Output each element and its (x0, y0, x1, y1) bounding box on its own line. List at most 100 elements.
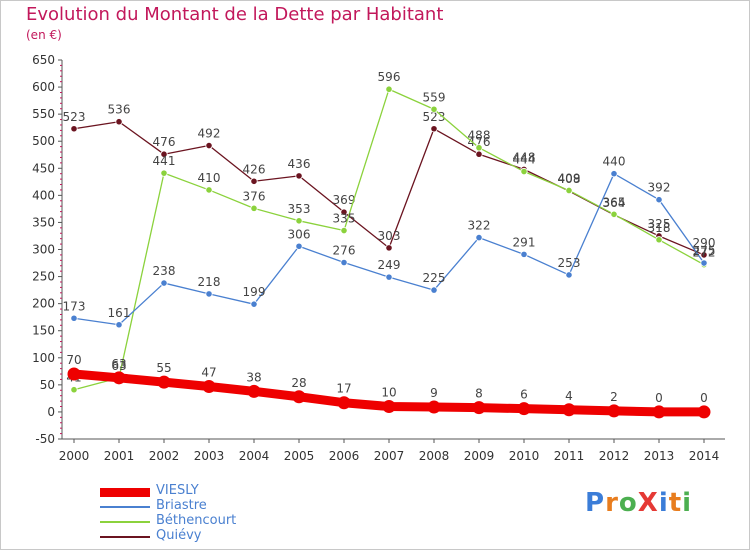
data-point (472, 401, 486, 415)
data-point (430, 286, 438, 294)
legend-label: Quiévy (156, 528, 202, 543)
data-point (340, 208, 348, 216)
logo-letter: t (668, 488, 683, 518)
data-label: 8 (475, 387, 483, 401)
data-label: 10 (381, 386, 396, 400)
data-label: 28 (291, 376, 306, 390)
data-point (652, 405, 666, 419)
data-label: 249 (378, 258, 401, 272)
x-tick-label: 2014 (689, 449, 720, 463)
x-tick-label: 2011 (554, 449, 585, 463)
y-tick-label: 300 (32, 243, 55, 257)
data-label: 476 (468, 135, 491, 149)
legend-label: VIESLY (156, 483, 199, 498)
data-point (697, 405, 711, 419)
x-tick-label: 2004 (239, 449, 270, 463)
data-label: 325 (648, 217, 671, 231)
chart-title: Evolution du Montant de la Dette par Hab… (26, 4, 444, 25)
data-point (205, 290, 213, 298)
x-tick-label: 2012 (599, 449, 630, 463)
y-tick-label: 150 (32, 324, 55, 338)
y-tick-label: 0 (47, 405, 55, 419)
data-point (250, 300, 258, 308)
data-label: 426 (243, 162, 266, 176)
data-label: 409 (558, 171, 581, 185)
data-point (160, 150, 168, 158)
data-point (70, 386, 78, 394)
data-label: 0 (700, 391, 708, 405)
data-label: 318 (648, 221, 671, 235)
y-tick-label: 450 (32, 161, 55, 175)
data-point (430, 125, 438, 133)
data-point (655, 196, 663, 204)
y-tick-label: 100 (32, 351, 55, 365)
data-point (475, 150, 483, 158)
data-label: 290 (693, 236, 716, 250)
data-label: 161 (108, 306, 131, 320)
data-label: 335 (333, 212, 356, 226)
data-point (340, 258, 348, 267)
logo-letter: r (605, 488, 619, 518)
data-label: 9 (430, 386, 438, 400)
data-label: 488 (468, 129, 491, 143)
data-label: 596 (378, 70, 401, 84)
data-point (115, 321, 123, 329)
data-point (70, 314, 78, 322)
data-label: 365 (603, 195, 626, 209)
data-label: 2 (610, 390, 618, 404)
data-point (565, 186, 573, 195)
data-label: 369 (333, 193, 356, 207)
data-label: 440 (603, 155, 626, 169)
data-point (160, 169, 168, 177)
data-point (247, 384, 261, 398)
data-point (67, 367, 81, 381)
legend-label: Briastre (156, 498, 207, 513)
data-label: 63 (111, 359, 126, 373)
y-tick-label: 350 (32, 215, 55, 229)
data-point (250, 204, 258, 212)
data-point (610, 170, 618, 178)
data-point (115, 118, 123, 126)
data-label: 225 (423, 271, 446, 285)
data-label: 306 (288, 227, 311, 241)
y-tick-label: 500 (32, 134, 55, 148)
data-label: 353 (288, 202, 311, 216)
data-label: 559 (423, 90, 446, 104)
data-point (607, 404, 621, 418)
data-label: 392 (648, 181, 671, 195)
y-tick-label: 400 (32, 188, 55, 202)
data-point (562, 403, 576, 417)
data-point (475, 233, 483, 242)
data-point (430, 105, 438, 113)
x-tick-label: 2000 (59, 449, 90, 463)
legend-swatch (100, 487, 150, 497)
data-label: 63 (111, 357, 126, 371)
legend-swatch (100, 506, 150, 508)
data-point (205, 141, 213, 150)
data-label: 448 (513, 150, 536, 164)
data-point (295, 217, 303, 225)
data-point (475, 144, 483, 152)
data-point (340, 226, 348, 235)
data-point (295, 242, 303, 250)
y-tick-label: 650 (32, 53, 55, 67)
data-label: 276 (333, 243, 356, 257)
data-label: 376 (243, 189, 266, 203)
x-tick-label: 2006 (329, 449, 360, 463)
data-point (385, 273, 393, 281)
x-tick-label: 2005 (284, 449, 315, 463)
legend-item: Béthencourt (100, 513, 280, 529)
data-point (382, 400, 396, 414)
data-label: 492 (198, 127, 221, 141)
data-point (520, 167, 528, 176)
legend-item: Briastre (100, 498, 280, 514)
data-point (427, 400, 441, 414)
data-point (565, 271, 573, 279)
data-label: 55 (156, 361, 171, 375)
data-point (205, 186, 213, 194)
x-tick-label: 2008 (419, 449, 450, 463)
data-point (700, 259, 708, 267)
x-tick-label: 2007 (374, 449, 405, 463)
data-point (295, 172, 303, 180)
